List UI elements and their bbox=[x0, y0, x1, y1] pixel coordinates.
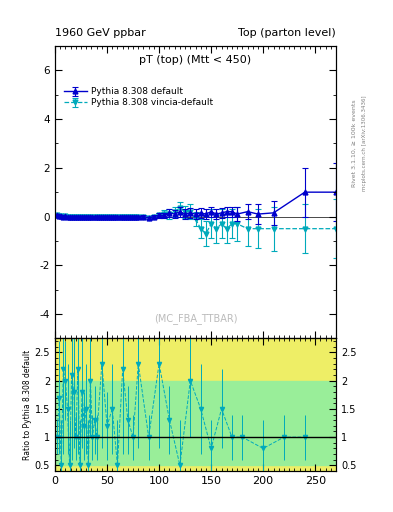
Text: Top (parton level): Top (parton level) bbox=[238, 28, 336, 38]
Text: (MC_FBA_TTBAR): (MC_FBA_TTBAR) bbox=[154, 313, 237, 324]
Bar bbox=[55, 380, 336, 465]
Legend: Pythia 8.308 default, Pythia 8.308 vincia-default: Pythia 8.308 default, Pythia 8.308 vinci… bbox=[62, 86, 215, 109]
Y-axis label: Ratio to Pythia 8.308 default: Ratio to Pythia 8.308 default bbox=[23, 350, 32, 460]
Text: pT (top) (Mtt < 450): pT (top) (Mtt < 450) bbox=[140, 55, 252, 65]
Text: 1960 GeV ppbar: 1960 GeV ppbar bbox=[55, 28, 146, 38]
Text: mcplots.cern.ch [arXiv:1306.3436]: mcplots.cern.ch [arXiv:1306.3436] bbox=[362, 96, 367, 191]
Text: Rivet 3.1.10, ≥ 100k events: Rivet 3.1.10, ≥ 100k events bbox=[352, 99, 357, 187]
